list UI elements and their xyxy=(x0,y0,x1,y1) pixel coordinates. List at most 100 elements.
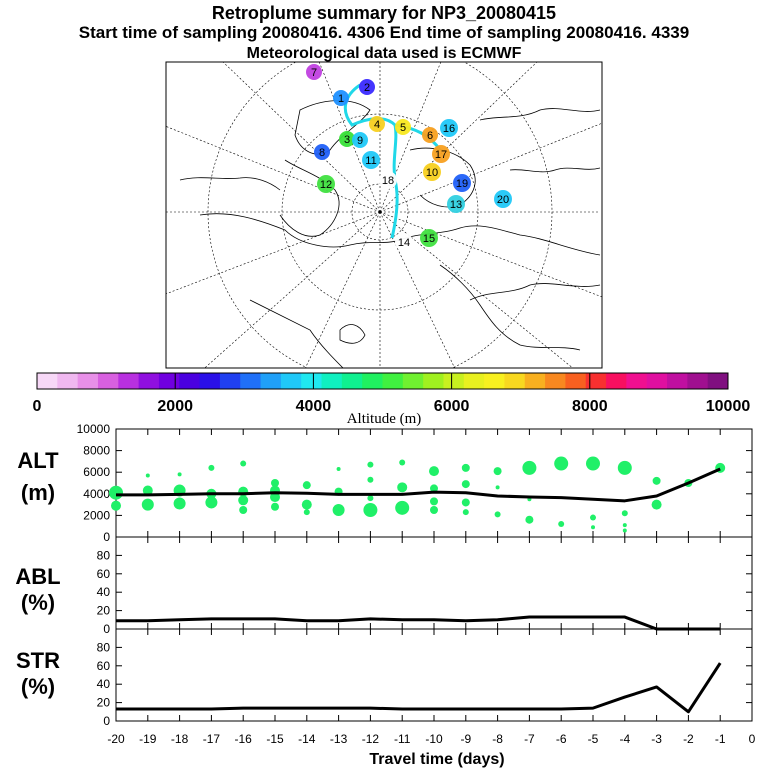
x-tick-label: -14 xyxy=(298,732,316,746)
colorbar-segment xyxy=(37,373,58,389)
plume-point xyxy=(173,497,186,510)
plume-point xyxy=(494,511,501,518)
colorbar-tick-label: 6000 xyxy=(434,398,470,415)
plume-point xyxy=(238,495,249,506)
colorbar-segment xyxy=(545,373,566,389)
x-tick-label: -5 xyxy=(588,732,599,746)
plume-point xyxy=(367,461,374,468)
panel-unit: (%) xyxy=(21,674,55,699)
y-tick-label: 4000 xyxy=(83,487,110,501)
plume-point xyxy=(461,498,470,507)
colorbar-segment xyxy=(321,373,343,389)
plume-point xyxy=(271,479,279,487)
y-tick-label: 40 xyxy=(97,585,111,599)
panel-label: ALT xyxy=(17,448,59,473)
plume-point xyxy=(270,492,280,503)
colorbar-segment xyxy=(463,373,485,389)
x-tick-label: -19 xyxy=(139,732,157,746)
x-tick-label: -6 xyxy=(556,732,567,746)
colorbar-segment xyxy=(77,373,99,389)
plume-point xyxy=(301,499,312,510)
colorbar-segment xyxy=(382,373,404,389)
plume-point xyxy=(622,528,627,533)
colorbar-segment xyxy=(240,373,262,389)
colorbar-segment xyxy=(504,373,526,389)
x-tick-label: -10 xyxy=(425,732,443,746)
plume-point xyxy=(109,485,123,500)
x-tick-label: -2 xyxy=(683,732,694,746)
panel-label: ABL xyxy=(15,564,60,589)
y-tick-label: 80 xyxy=(97,548,111,562)
colorbar-segment xyxy=(667,373,688,389)
plume-point xyxy=(240,460,247,467)
plume-point xyxy=(367,476,374,483)
plume-point xyxy=(208,464,215,471)
meteorological-data-line: Meteorological data used is ECMWF xyxy=(246,45,522,62)
plume-point xyxy=(302,481,311,490)
plume-point xyxy=(430,497,438,506)
x-tick-label: -7 xyxy=(524,732,535,746)
x-tick-label: -17 xyxy=(203,732,221,746)
y-tick-label: 80 xyxy=(97,640,111,654)
colorbar-segment xyxy=(219,373,241,389)
x-tick-label: -18 xyxy=(171,732,189,746)
plume-point xyxy=(205,496,218,509)
colorbar-segment xyxy=(199,373,221,389)
plume-point xyxy=(177,472,182,477)
x-tick-label: -12 xyxy=(362,732,380,746)
plume-point xyxy=(522,460,537,475)
y-tick-label: 10000 xyxy=(77,422,111,436)
series-line xyxy=(116,662,722,714)
colorbar-segment xyxy=(524,373,546,389)
colorbar-segment xyxy=(57,373,79,389)
colorbar-tick-label: 4000 xyxy=(296,398,332,415)
colorbar-segment xyxy=(138,373,160,389)
x-tick-label: -8 xyxy=(492,732,503,746)
plume-point xyxy=(493,467,502,476)
x-tick-label: -16 xyxy=(235,732,253,746)
x-tick-label: -3 xyxy=(651,732,662,746)
plume-point xyxy=(461,480,470,489)
x-tick-label: 0 xyxy=(749,732,756,746)
plume-point xyxy=(367,495,374,502)
plume-point xyxy=(461,463,470,472)
plume-point xyxy=(462,509,469,516)
plume-point xyxy=(430,484,438,493)
y-tick-label: 0 xyxy=(103,714,110,728)
colorbar-segment xyxy=(301,373,323,389)
colorbar-tick-label: 8000 xyxy=(572,398,608,415)
plume-point xyxy=(332,504,345,516)
colorbar-segment xyxy=(280,373,302,389)
plume-point xyxy=(111,500,121,511)
plume-point xyxy=(525,515,534,524)
plume-point xyxy=(622,523,627,528)
colorbar-segment xyxy=(707,373,729,389)
colorbar-segment xyxy=(118,373,140,389)
x-tick-label: -15 xyxy=(266,732,284,746)
plume-point xyxy=(395,500,410,515)
plume-point xyxy=(554,456,569,471)
colorbar-segment xyxy=(179,373,201,389)
colorbar-segment xyxy=(484,373,505,389)
y-tick-label: 2000 xyxy=(83,508,110,522)
y-tick-label: 6000 xyxy=(83,465,110,479)
colorbar-tick-label: 10000 xyxy=(706,398,751,415)
plume-point xyxy=(586,456,600,471)
plume-point xyxy=(495,485,500,490)
x-axis-title: Travel time (days) xyxy=(369,751,504,768)
colorbar-segment xyxy=(97,373,119,389)
sampling-time-line: Start time of sampling 20080416. 4306 En… xyxy=(78,23,690,42)
plume-point xyxy=(651,499,662,510)
colorbar-tick-label: 2000 xyxy=(157,398,193,415)
panel-unit: (m) xyxy=(21,480,55,505)
y-tick-label: 20 xyxy=(97,696,111,710)
x-tick-label: -1 xyxy=(715,732,726,746)
x-tick-label: -13 xyxy=(330,732,348,746)
y-tick-label: 60 xyxy=(97,567,111,581)
colorbar-tick-label: 0 xyxy=(33,398,42,415)
y-tick-label: 0 xyxy=(103,530,110,544)
x-tick-label: -11 xyxy=(394,732,411,746)
plume-point xyxy=(652,476,661,485)
colorbar-segment xyxy=(687,373,709,389)
